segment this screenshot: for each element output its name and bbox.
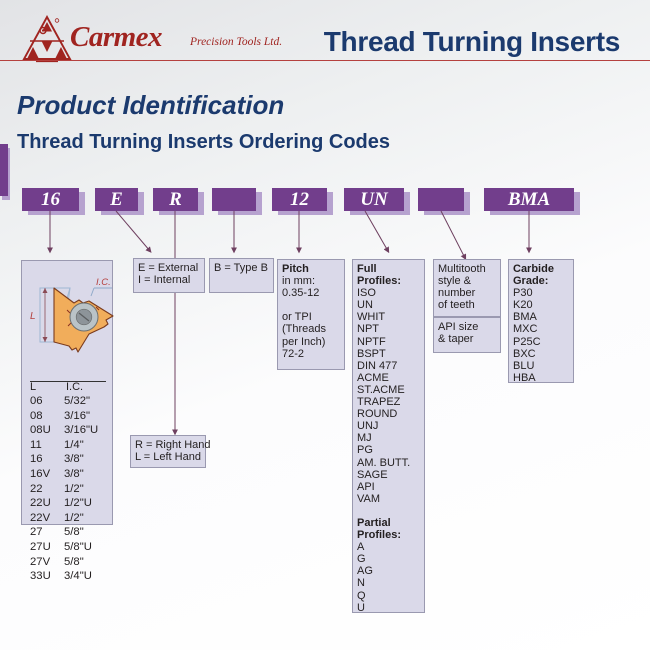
svg-text:L: L bbox=[30, 311, 36, 322]
svg-text:I.C.: I.C. bbox=[96, 277, 111, 288]
